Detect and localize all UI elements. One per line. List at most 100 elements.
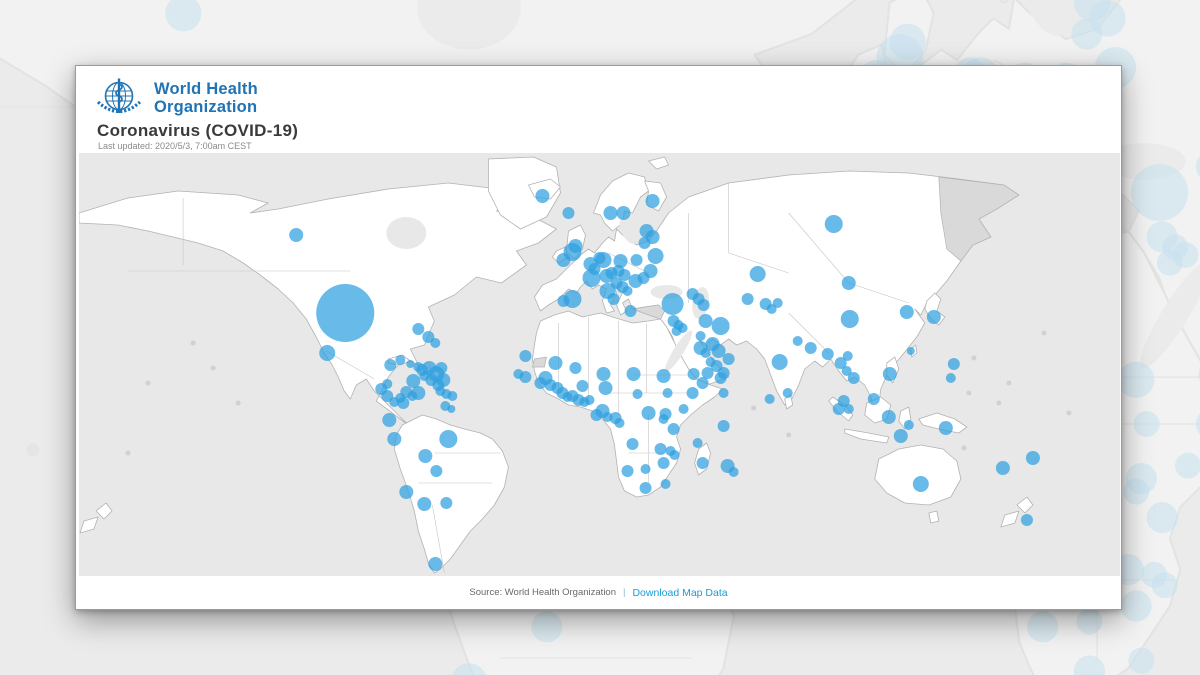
case-bubble[interactable] bbox=[569, 362, 582, 374]
case-bubble[interactable] bbox=[700, 348, 711, 358]
case-bubble[interactable] bbox=[728, 467, 739, 477]
case-bubble[interactable] bbox=[603, 206, 618, 220]
case-bubble[interactable] bbox=[519, 371, 532, 383]
case-bubble[interactable] bbox=[624, 305, 637, 317]
case-bubble[interactable] bbox=[319, 345, 336, 361]
case-bubble[interactable] bbox=[662, 388, 673, 398]
case-bubble[interactable] bbox=[995, 461, 1010, 475]
case-bubble[interactable] bbox=[696, 457, 709, 469]
case-bubble[interactable] bbox=[912, 476, 929, 492]
case-bubble[interactable] bbox=[947, 358, 960, 370]
case-bubble[interactable] bbox=[661, 293, 684, 315]
case-bubble[interactable] bbox=[698, 314, 713, 328]
case-bubble[interactable] bbox=[519, 350, 532, 362]
case-bubble[interactable] bbox=[686, 387, 699, 399]
case-bubble[interactable] bbox=[1025, 451, 1040, 465]
case-bubble[interactable] bbox=[903, 420, 914, 430]
case-bubble[interactable] bbox=[626, 367, 641, 381]
case-bubble[interactable] bbox=[576, 380, 589, 392]
case-bubble[interactable] bbox=[430, 465, 443, 477]
case-bubble[interactable] bbox=[563, 290, 582, 308]
case-bubble[interactable] bbox=[938, 421, 953, 435]
case-bubble[interactable] bbox=[384, 359, 397, 371]
case-bubble[interactable] bbox=[701, 367, 714, 379]
case-bubble[interactable] bbox=[764, 394, 775, 404]
case-bubble[interactable] bbox=[535, 189, 550, 203]
case-bubble[interactable] bbox=[428, 557, 443, 571]
case-bubble[interactable] bbox=[711, 344, 726, 358]
case-bubble[interactable] bbox=[772, 298, 783, 308]
case-bubble[interactable] bbox=[582, 269, 601, 287]
case-bubble[interactable] bbox=[841, 366, 852, 376]
case-bubble[interactable] bbox=[596, 367, 611, 381]
case-bubble[interactable] bbox=[607, 293, 620, 305]
case-bubble[interactable] bbox=[584, 395, 595, 405]
case-bubble[interactable] bbox=[289, 228, 304, 242]
case-bubble[interactable] bbox=[656, 369, 671, 383]
case-bubble[interactable] bbox=[792, 336, 803, 346]
case-bubble[interactable] bbox=[643, 264, 658, 278]
case-bubble[interactable] bbox=[630, 254, 643, 266]
case-bubble[interactable] bbox=[621, 465, 634, 477]
case-bubble[interactable] bbox=[439, 430, 458, 448]
case-bubble[interactable] bbox=[843, 404, 854, 414]
case-bubble[interactable] bbox=[926, 310, 941, 324]
case-bubble[interactable] bbox=[590, 409, 603, 421]
case-bubble[interactable] bbox=[945, 373, 956, 383]
case-bubble[interactable] bbox=[1020, 514, 1033, 526]
case-bubble[interactable] bbox=[697, 299, 710, 311]
case-bubble[interactable] bbox=[397, 397, 410, 409]
case-bubble[interactable] bbox=[395, 355, 406, 365]
case-bubble[interactable] bbox=[677, 323, 688, 333]
case-bubble[interactable] bbox=[595, 252, 612, 268]
case-bubble[interactable] bbox=[696, 377, 709, 389]
case-bubble[interactable] bbox=[440, 497, 453, 509]
case-bubble[interactable] bbox=[660, 479, 671, 489]
case-bubble[interactable] bbox=[534, 377, 547, 389]
case-bubble[interactable] bbox=[640, 464, 651, 474]
case-bubble[interactable] bbox=[618, 269, 631, 281]
case-bubble[interactable] bbox=[406, 374, 421, 388]
case-bubble[interactable] bbox=[447, 391, 458, 401]
case-bubble[interactable] bbox=[616, 206, 631, 220]
case-bubble[interactable] bbox=[447, 405, 456, 413]
case-bubble[interactable] bbox=[399, 485, 414, 499]
case-bubble[interactable] bbox=[718, 388, 729, 398]
covid-world-map[interactable] bbox=[79, 153, 1120, 578]
case-bubble[interactable] bbox=[639, 482, 652, 494]
case-bubble[interactable] bbox=[771, 354, 788, 370]
case-bubble[interactable] bbox=[824, 215, 843, 233]
case-bubble[interactable] bbox=[418, 449, 433, 463]
case-bubble[interactable] bbox=[749, 266, 766, 282]
case-bubble[interactable] bbox=[382, 413, 397, 427]
case-bubble[interactable] bbox=[614, 418, 625, 428]
case-bubble[interactable] bbox=[782, 388, 793, 398]
case-bubble[interactable] bbox=[847, 372, 860, 384]
case-bubble[interactable] bbox=[657, 457, 670, 469]
case-bubble[interactable] bbox=[692, 438, 703, 448]
case-bubble[interactable] bbox=[412, 323, 425, 335]
case-bubble[interactable] bbox=[906, 347, 915, 355]
case-bubble[interactable] bbox=[381, 390, 394, 402]
case-bubble[interactable] bbox=[658, 414, 669, 424]
case-bubble[interactable] bbox=[714, 372, 727, 384]
case-bubble[interactable] bbox=[881, 410, 896, 424]
case-bubble[interactable] bbox=[548, 356, 563, 370]
case-bubble[interactable] bbox=[711, 317, 730, 335]
case-bubble[interactable] bbox=[598, 381, 613, 395]
case-bubble[interactable] bbox=[422, 331, 435, 343]
case-bubble[interactable] bbox=[419, 371, 430, 381]
case-bubble[interactable] bbox=[613, 254, 628, 268]
case-bubble[interactable] bbox=[562, 207, 575, 219]
case-bubble[interactable] bbox=[647, 248, 664, 264]
case-bubble[interactable] bbox=[841, 276, 856, 290]
case-bubble[interactable] bbox=[722, 353, 735, 365]
case-bubble[interactable] bbox=[899, 305, 914, 319]
case-bubble[interactable] bbox=[632, 389, 643, 399]
case-bubble[interactable] bbox=[641, 406, 656, 420]
case-bubble[interactable] bbox=[316, 284, 375, 342]
case-bubble[interactable] bbox=[411, 386, 426, 400]
case-bubble[interactable] bbox=[626, 438, 639, 450]
case-bubble[interactable] bbox=[654, 443, 667, 455]
case-bubble[interactable] bbox=[867, 393, 880, 405]
